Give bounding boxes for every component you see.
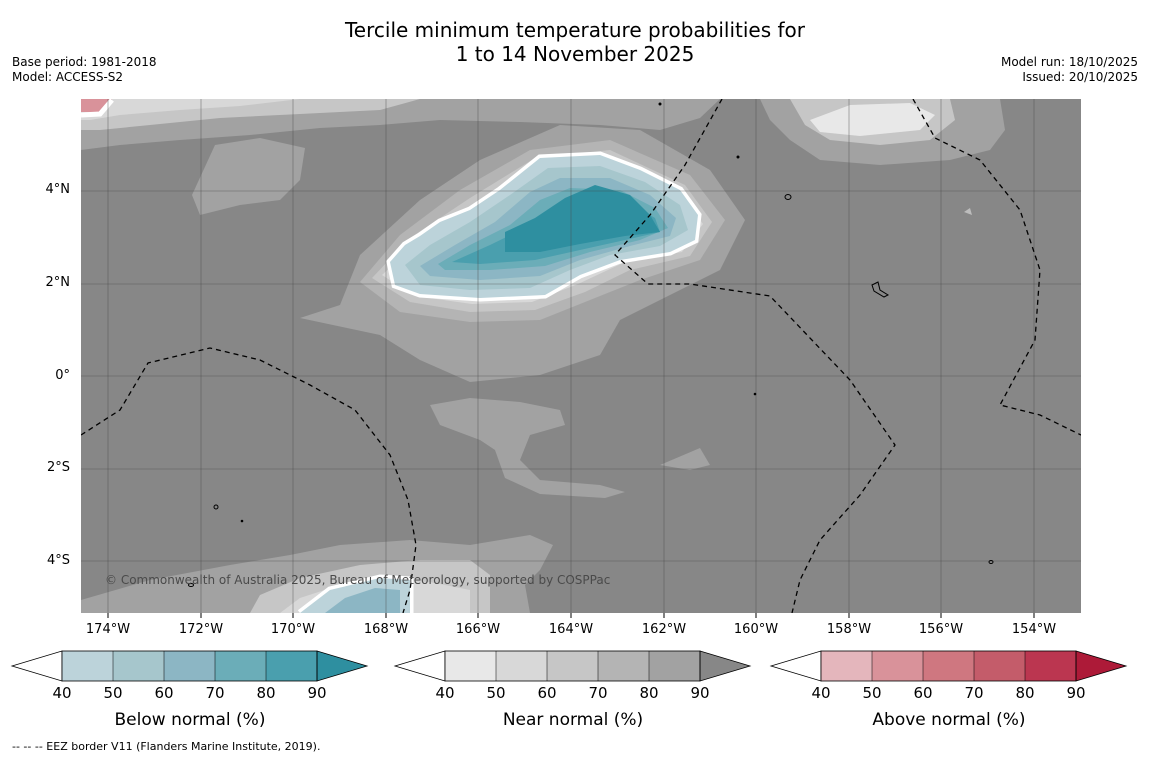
near-region-lower-east: [660, 448, 710, 470]
model-run-text: Model run: 18/10/2025: [1000, 55, 1138, 69]
eez-legend-text: -- -- -- EEZ border V11 (Flanders Marine…: [12, 740, 321, 753]
colorbar-tick: 40: [52, 684, 72, 702]
colorbar-tick: 50: [103, 684, 123, 702]
colorbar-above-label: Above normal (%): [872, 710, 1026, 730]
near-region-lower: [430, 398, 625, 498]
colorbar-tick: 70: [588, 684, 608, 702]
above-region-corner: [81, 99, 112, 112]
lon-label-162w: 162°W: [641, 622, 687, 637]
lon-label-174w: 174°W: [85, 622, 131, 637]
colorbar-tick: 80: [639, 684, 659, 702]
lon-label-154w: 154°W: [1011, 622, 1057, 637]
colorbar-tick: 60: [154, 684, 174, 702]
lat-label-4s: 4°S: [46, 553, 70, 568]
lon-label-168w: 168°W: [363, 622, 409, 637]
colorbar-tick: 50: [862, 684, 882, 702]
meta-right: Model run: 18/10/2025 Issued: 20/10/2025: [1001, 55, 1138, 85]
lat-label-2n: 2°N: [45, 275, 71, 290]
near-region-top-right-light: [810, 103, 935, 136]
below-region-90: [505, 185, 660, 252]
colorbar-near-label: Near normal (%): [502, 710, 644, 730]
colorbar-tick: 80: [1015, 684, 1035, 702]
axis-ticks: [107, 613, 1035, 618]
lon-label-166w: 166°W: [455, 622, 501, 637]
colorbar-tick: 40: [811, 684, 831, 702]
map-title: Tercile minimum temperature probabilitie…: [0, 18, 1150, 66]
lon-label-156w: 156°W: [918, 622, 964, 637]
colorbar-tick: 60: [537, 684, 557, 702]
lon-label-158w: 158°W: [826, 622, 872, 637]
colorbar-below: 40 50 60 70 80 90 Below normal (%): [10, 650, 370, 740]
colorbar-tick: 80: [256, 684, 276, 702]
base-period-text: Base period: 1981-2018: [12, 55, 157, 69]
near-region-top-left-light: [81, 99, 300, 120]
lon-label-172w: 172°W: [178, 622, 224, 637]
colorbar-tick: 70: [964, 684, 984, 702]
colorbar-above-swatches: [769, 650, 1128, 682]
lat-label-4n: 4°N: [45, 182, 71, 197]
model-text: Model: ACCESS-S2: [12, 70, 124, 84]
colorbar-tick: 90: [307, 684, 327, 702]
near-region-west: [192, 138, 305, 215]
lon-label-160w: 160°W: [733, 622, 779, 637]
lon-label-164w: 164°W: [548, 622, 594, 637]
lat-label-2s: 2°S: [46, 460, 70, 475]
eez-border-lines: [81, 99, 1081, 613]
colorbar-below-label: Below normal (%): [114, 710, 266, 730]
colorbar-near: 40 50 60 70 80 90 Near normal (%): [393, 650, 753, 740]
islands: [188, 102, 994, 587]
meridian-gridlines: [107, 99, 1035, 613]
lon-label-170w: 170°W: [270, 622, 316, 637]
below-region-bottom-60: [325, 588, 400, 613]
lat-label-0: 0°: [55, 368, 70, 383]
colorbar-below-swatches: [10, 650, 369, 682]
colorbar-near-swatches: [393, 650, 752, 682]
colorbar-tick: 70: [205, 684, 225, 702]
parallel-gridlines: [81, 190, 1081, 562]
colorbar-tick: 90: [690, 684, 710, 702]
colorbar-above: 40 50 60 70 80 90 Above normal (%): [769, 650, 1129, 740]
title-line-2: 1 to 14 November 2025: [455, 42, 695, 66]
colorbar-tick: 60: [913, 684, 933, 702]
meta-left: Base period: 1981-2018 Model: ACCESS-S2: [12, 55, 157, 85]
issued-text: Issued: 20/10/2025: [1022, 70, 1138, 84]
title-line-1: Tercile minimum temperature probabilitie…: [344, 18, 806, 42]
copyright-text: © Commonwealth of Australia 2025, Bureau…: [105, 573, 611, 587]
colorbar-tick: 50: [486, 684, 506, 702]
colorbar-tick: 40: [435, 684, 455, 702]
colorbar-tick: 90: [1066, 684, 1086, 702]
